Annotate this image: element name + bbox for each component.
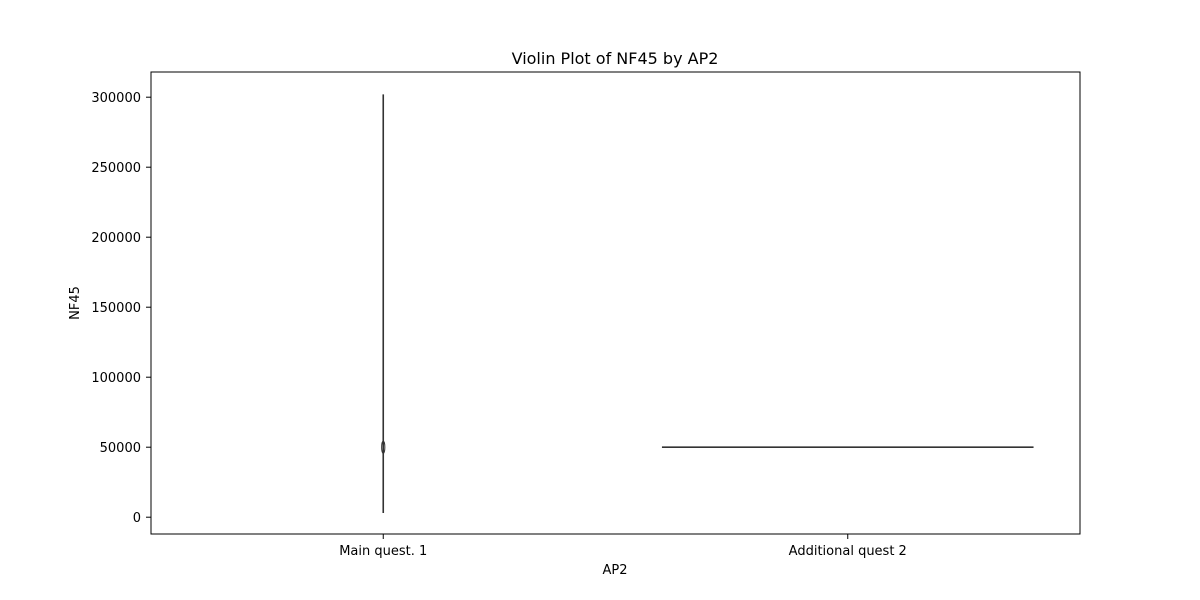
y-tick-label: 50000: [100, 441, 141, 456]
y-axis: 0 50000 100000 150000 200000 250000 300000: [91, 91, 151, 526]
violin-series: [381, 94, 1034, 513]
x-tick-label: Main quest. 1: [339, 544, 427, 559]
x-tick-label: Additional quest 2: [789, 544, 907, 559]
y-tick-label: 100000: [91, 371, 141, 386]
y-tick-label: 0: [133, 511, 141, 526]
y-axis-label: NF45: [68, 286, 83, 320]
y-tick-label: 250000: [91, 161, 141, 176]
x-axis-label: AP2: [602, 563, 627, 578]
y-tick-label: 150000: [91, 301, 141, 316]
violin-median-marker-0: [381, 440, 386, 454]
chart-title: Violin Plot of NF45 by AP2: [512, 49, 719, 68]
y-tick-label: 200000: [91, 231, 141, 246]
y-tick-label: 300000: [91, 91, 141, 106]
plot-area-frame: [150, 71, 1081, 535]
x-axis: Main quest. 1 Additional quest 2: [339, 534, 907, 559]
